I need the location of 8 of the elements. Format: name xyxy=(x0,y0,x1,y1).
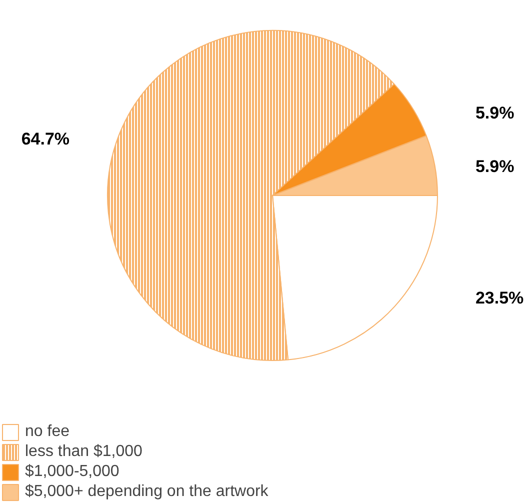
legend-label: $1,000-5,000 xyxy=(25,462,120,482)
data-label: 5.9% xyxy=(475,103,514,122)
legend-label: no fee xyxy=(25,422,70,442)
legend-label: less than $1,000 xyxy=(25,442,142,462)
data-label: 5.9% xyxy=(475,157,514,176)
legend-label: $5,000+ depending on the artwork xyxy=(25,482,268,502)
data-label: 64.7% xyxy=(21,130,70,149)
data-label: 23.5% xyxy=(475,288,524,308)
